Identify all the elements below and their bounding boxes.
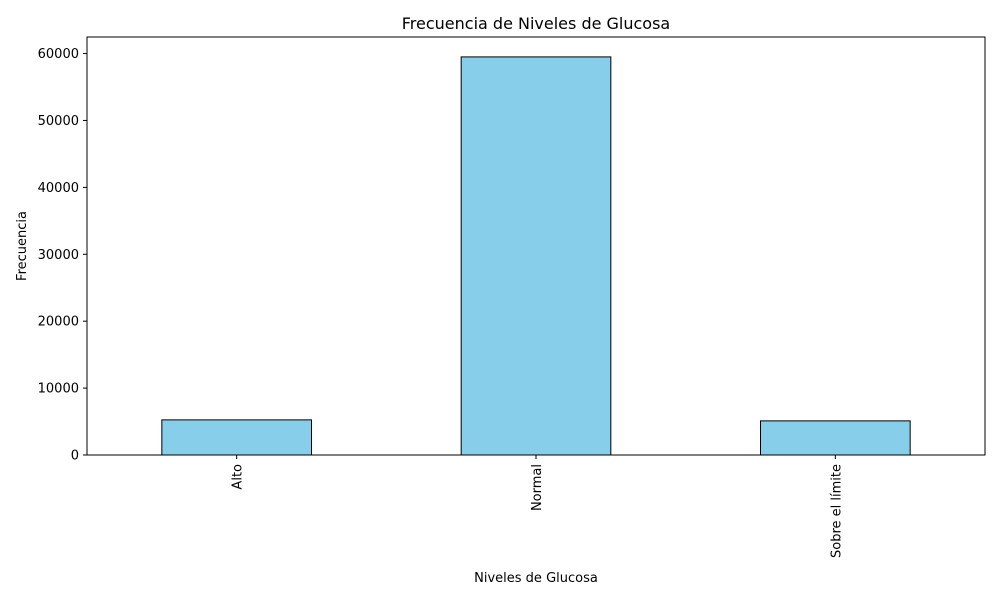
y-axis-label: Frecuencia	[15, 211, 30, 281]
bar-1	[460, 56, 612, 456]
bars-group	[161, 56, 911, 456]
bar-2	[760, 420, 911, 456]
x-axis-label: Niveles de Glucosa	[474, 571, 598, 586]
y-tick-label: 0	[71, 449, 79, 464]
chart-title: Frecuencia de Niveles de Glucosa	[402, 14, 670, 33]
y-tick-label: 30000	[38, 248, 79, 263]
y-tick-label: 50000	[38, 114, 79, 129]
plot-frame	[86, 36, 986, 456]
x-tick-label: Alto	[231, 464, 246, 490]
y-tick-label: 10000	[38, 382, 79, 397]
y-axis-ticks: 0 10000 20000 30000 40000 50000 60000	[38, 47, 87, 464]
x-tick-label: Sobre el límite	[829, 464, 844, 558]
x-tick-label: Normal	[530, 464, 545, 511]
y-tick-label: 60000	[38, 47, 79, 62]
y-tick-label: 20000	[38, 315, 79, 330]
x-axis-ticks: Alto Normal Sobre el límite	[231, 455, 844, 558]
y-tick-label: 40000	[38, 181, 79, 196]
bar-0	[161, 419, 312, 456]
